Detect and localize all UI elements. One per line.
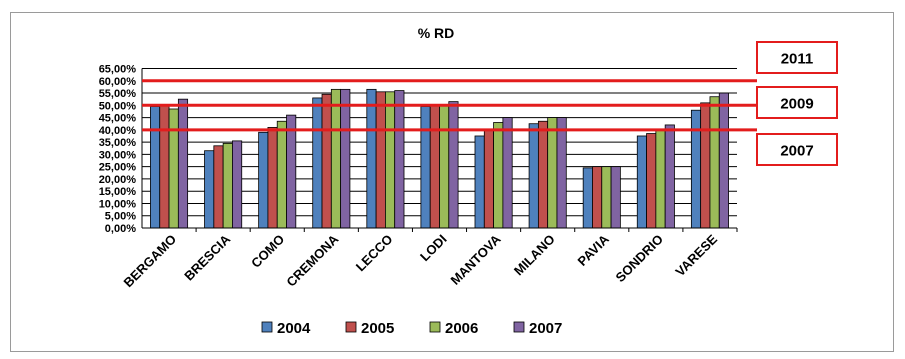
bar-cremona-2005 (321, 93, 332, 229)
bar-brescia-2007 (232, 140, 243, 229)
bar-milano-2005 (537, 120, 549, 229)
y-tick-label: 55,00% (99, 88, 137, 100)
bar-lodi-2004 (420, 106, 431, 229)
x-category-label: MILANO (511, 232, 558, 279)
y-tick-label: 5,00% (105, 211, 136, 223)
legend-swatch-2005 (345, 321, 357, 333)
bars (150, 88, 729, 229)
legend-swatch-2004 (261, 321, 273, 333)
y-tick-label: 30,00% (99, 149, 137, 161)
target-label: 2009 (780, 96, 813, 113)
bar-cremona-2006 (330, 88, 342, 229)
y-tick-label: 0,00% (105, 223, 136, 235)
y-tick-label: 65,00% (99, 64, 137, 76)
bar-lecco-2007 (394, 90, 405, 229)
bar-como-2006 (276, 120, 287, 229)
target-box-2011 (756, 41, 838, 74)
y-tick-label: 35,00% (99, 137, 137, 149)
target-box-2009 (756, 86, 838, 119)
x-category-label: LODI (417, 232, 450, 265)
target-label: 2007 (780, 143, 813, 160)
bar-brescia-2006 (222, 142, 233, 229)
bar-bergamo-2006 (168, 108, 179, 229)
bar-mantova-2005 (483, 129, 494, 229)
legend-label: 2006 (445, 320, 478, 337)
bar-lodi-2006 (439, 104, 450, 229)
bar-lecco-2006 (385, 91, 396, 229)
bar-milano-2004 (528, 123, 539, 229)
bar-pavia-2005 (592, 166, 603, 229)
legend-swatch-2007 (513, 321, 525, 333)
bar-mantova-2007 (502, 117, 513, 229)
bar-varese-2005 (700, 102, 711, 229)
target-lines: 2011 2009 2007 (142, 41, 838, 166)
y-tick-label: 20,00% (99, 174, 137, 186)
bar-lecco-2004 (366, 88, 377, 229)
bar-milano-2007 (556, 117, 567, 229)
y-tick-label: 60,00% (99, 76, 137, 88)
bar-sondrio-2004 (636, 135, 647, 229)
bar-brescia-2005 (213, 145, 224, 229)
legend: 2004 2005 2006 2007 (261, 320, 562, 337)
legend-label: 2007 (529, 320, 562, 337)
legend-label: 2005 (361, 320, 394, 337)
bar-cremona-2007 (340, 88, 351, 229)
bar-brescia-2004 (204, 150, 215, 229)
bar-sondrio-2007 (664, 124, 675, 229)
x-category-label: COMO (248, 232, 287, 271)
bar-sondrio-2006 (655, 129, 666, 229)
y-tick-label: 10,00% (99, 198, 137, 210)
x-category-label: SONDRIO (612, 232, 666, 286)
y-tick-label: 50,00% (99, 100, 137, 112)
x-category-label: MANTOVA (447, 231, 504, 288)
bar-como-2004 (258, 131, 269, 229)
bar-varese-2004 (690, 109, 702, 229)
y-tick-label: 40,00% (99, 125, 137, 137)
bar-mantova-2004 (474, 135, 485, 229)
legend-swatch-2006 (429, 321, 441, 333)
bar-mantova-2006 (493, 122, 504, 229)
x-category-label: CREMONA (283, 231, 342, 290)
bar-sondrio-2005 (646, 133, 657, 229)
bar-bergamo-2004 (150, 106, 161, 229)
y-tick-label: 25,00% (99, 162, 137, 174)
x-category-label: PAVIA (575, 231, 613, 269)
target-box-2007 (756, 133, 838, 166)
bar-como-2005 (267, 126, 278, 229)
chart-title: % RD (418, 25, 455, 41)
y-tick-label: 15,00% (99, 186, 137, 198)
bar-pavia-2004 (582, 167, 593, 229)
bar-lodi-2007 (448, 101, 459, 229)
bar-pavia-2007 (610, 166, 621, 229)
bar-lecco-2005 (375, 91, 386, 229)
x-category-label: BRESCIA (181, 231, 233, 283)
bar-lodi-2005 (429, 104, 440, 229)
y-tick-label: 45,00% (99, 113, 137, 125)
bar-varese-2006 (709, 96, 720, 229)
bar-milano-2006 (547, 117, 558, 229)
x-category-label: LECCO (353, 232, 396, 275)
bar-bergamo-2005 (159, 104, 170, 229)
bar-bergamo-2007 (177, 98, 189, 229)
x-category-label: VARESE (672, 231, 720, 279)
target-label: 2011 (781, 51, 814, 68)
bar-pavia-2006 (601, 166, 612, 229)
bar-varese-2007 (718, 92, 729, 229)
legend-label: 2004 (277, 320, 311, 337)
bar-cremona-2004 (312, 97, 323, 229)
bar-como-2007 (286, 114, 297, 229)
x-category-label: BERGAMO (121, 232, 180, 291)
